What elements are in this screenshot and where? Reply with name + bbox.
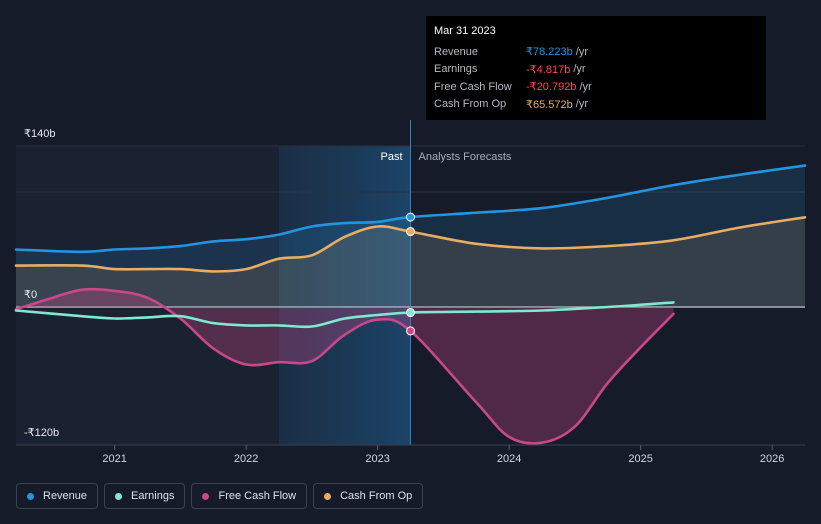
earnings-dot-icon [115, 492, 123, 500]
highlight-band [279, 146, 411, 445]
y-axis-label: ₹0 [24, 289, 37, 301]
tooltip-row-revenue: Revenue ₹78.223b /yr [434, 43, 758, 61]
y-axis-label: ₹140b [24, 128, 55, 140]
x-tick-label: 2026 [760, 453, 784, 465]
legend-label: Free Cash Flow [218, 490, 297, 502]
tooltip-row-unit: /yr [575, 45, 588, 58]
tooltip-row-free-cash-flow: Free Cash Flow -₹20.792b /yr [434, 78, 758, 96]
x-tick-label: 2021 [102, 453, 126, 465]
series-fill-free-cash-flow [16, 289, 674, 444]
tooltip-row-value: ₹78.223b [526, 46, 573, 59]
y-axis-label: -₹120b [24, 427, 59, 439]
data-marker-cash-from-op [406, 227, 415, 237]
legend-item-cash-from-op[interactable]: Cash From Op [313, 483, 424, 509]
legend: Revenue Earnings Free Cash Flow Cash Fro… [16, 483, 424, 509]
tooltip-row-label: Cash From Op [434, 98, 507, 111]
tooltip-row-label: Free Cash Flow [434, 80, 512, 93]
legend-label: Earnings [131, 490, 175, 502]
tooltip-row-label: Revenue [434, 45, 479, 58]
tooltip-row-label: Earnings [434, 63, 478, 76]
x-tick-label: 2025 [628, 453, 652, 465]
tooltip-row-value: -₹20.792b [526, 81, 577, 94]
revenue-dot-icon [27, 492, 34, 500]
series-line-free-cash-flow [14, 287, 675, 445]
free-cash-flow-dot-icon [202, 492, 210, 500]
tooltip-row-unit: /yr [579, 80, 592, 93]
tooltip-row-unit: /yr [573, 63, 586, 76]
series-line-revenue [14, 164, 807, 254]
x-tick-label: 2023 [365, 453, 389, 465]
tooltip-row-value: ₹65.572b [526, 98, 573, 111]
x-tick-label: 2022 [234, 453, 258, 465]
data-marker-earnings [406, 308, 415, 318]
tooltip-row-earnings: Earnings -₹4.817b /yr [434, 61, 758, 79]
legend-label: Cash From Op [340, 490, 413, 502]
cash-from-op-dot-icon [324, 492, 332, 500]
data-marker-free-cash-flow [406, 326, 415, 336]
forecast-label: Analysts Forecasts [419, 151, 512, 163]
series-line-cash-from-op [14, 216, 807, 273]
tooltip-row-cash-from-op: Cash From Op ₹65.572b /yr [434, 96, 758, 114]
tooltip: Mar 31 2023 Revenue ₹78.223b /yr Earning… [426, 16, 766, 120]
series-line-earnings [14, 301, 675, 329]
chart-area: Past Analysts Forecasts ₹140b ₹0 -₹120b 2021 2… [14, 120, 807, 465]
legend-item-free-cash-flow[interactable]: Free Cash Flow [191, 483, 308, 509]
legend-label: Revenue [43, 490, 88, 502]
past-label: Past [380, 151, 402, 163]
legend-item-revenue[interactable]: Revenue [16, 483, 99, 509]
tooltip-row-value: -₹4.817b [526, 63, 571, 76]
legend-item-earnings[interactable]: Earnings [104, 483, 186, 509]
tooltip-row-unit: /yr [575, 98, 588, 111]
tooltip-date: Mar 31 2023 [434, 25, 496, 37]
x-tick-label: 2024 [497, 453, 521, 465]
data-marker-revenue [406, 212, 415, 222]
